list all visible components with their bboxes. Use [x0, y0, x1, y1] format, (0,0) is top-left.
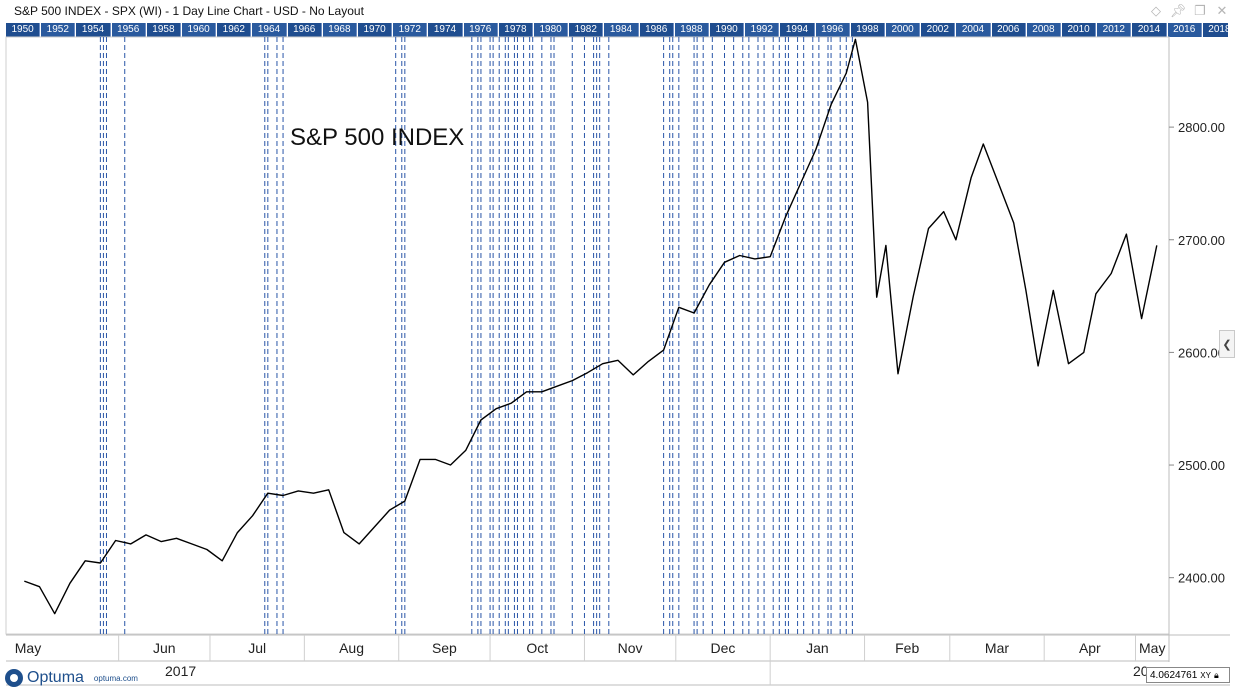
close-icon[interactable]: ✕ — [1216, 3, 1228, 18]
year-cell[interactable]: 1960 — [182, 23, 217, 37]
month-label: Mar — [985, 640, 1009, 656]
window-controls: ◇ 📌︎ ❐ ✕ — [1148, 2, 1230, 20]
year-cell[interactable]: 1982 — [569, 23, 604, 37]
year-cell[interactable]: 1994 — [780, 23, 815, 37]
year-cell[interactable]: 1978 — [498, 23, 533, 37]
year-cell[interactable]: 1988 — [674, 23, 709, 37]
y-tick-label: 2500.00 — [1178, 458, 1225, 473]
month-label: Nov — [618, 640, 643, 656]
year-cell[interactable]: 2000 — [886, 23, 921, 37]
month-label: Jun — [153, 640, 176, 656]
logo-text: Optuma — [27, 669, 84, 686]
year-cell[interactable]: 2008 — [1026, 23, 1061, 37]
year-label: 20 — [1133, 663, 1149, 679]
year-cell[interactable]: 2016 — [1167, 23, 1202, 37]
chevron-left-icon: ❮ — [1222, 338, 1232, 351]
year-cell[interactable]: 1980 — [534, 23, 569, 37]
year-cell[interactable]: 2010 — [1062, 23, 1097, 37]
title-bar: S&P 500 INDEX - SPX (WI) - 1 Day Line Ch… — [0, 0, 1236, 22]
year-cell[interactable]: 1990 — [710, 23, 745, 37]
y-tick-label: 2600.00 — [1178, 345, 1225, 360]
year-cell[interactable]: 1970 — [358, 23, 393, 37]
year-cell[interactable]: 1964 — [252, 23, 287, 37]
year-cell[interactable]: 1976 — [463, 23, 498, 37]
optuma-logo: Optuma optuma.com — [5, 668, 138, 688]
year-cell[interactable]: 1962 — [217, 23, 252, 37]
pin-icon[interactable]: 📌︎ — [1169, 3, 1187, 18]
year-cell[interactable]: 1974 — [428, 23, 463, 37]
y-tick-label: 2700.00 — [1178, 233, 1225, 248]
cursor-value-box[interactable]: 4.0624761 XY 🔒︎ — [1146, 667, 1230, 683]
lock-icon[interactable]: 🔒︎ — [1213, 669, 1219, 680]
year-cell[interactable]: 2014 — [1132, 23, 1167, 37]
year-cell[interactable]: 1986 — [639, 23, 674, 37]
year-cell[interactable]: 2012 — [1097, 23, 1132, 37]
price-line-series[interactable] — [24, 38, 1158, 615]
year-label: 2017 — [165, 663, 196, 679]
month-label: Dec — [711, 640, 736, 656]
year-cell[interactable]: 1966 — [287, 23, 322, 37]
year-cell[interactable]: 1992 — [745, 23, 780, 37]
year-cell[interactable]: 1984 — [604, 23, 639, 37]
year-cell[interactable]: 2004 — [956, 23, 991, 37]
month-label: Jul — [248, 640, 266, 656]
year-cell[interactable]: 1958 — [146, 23, 181, 37]
collapse-panel-tab[interactable]: ❮ — [1219, 330, 1235, 358]
logo-url: optuma.com — [93, 673, 138, 683]
year-cell[interactable]: 2006 — [991, 23, 1026, 37]
y-tick-label: 2400.00 — [1178, 571, 1225, 586]
year-cell[interactable]: 1996 — [815, 23, 850, 37]
diamond-icon[interactable]: ◇ — [1151, 3, 1161, 18]
year-cell[interactable]: 1998 — [850, 23, 885, 37]
plot-area-border — [5, 36, 1170, 635]
year-timeline-bar[interactable]: 1950 1952 1954 1956 1958 1960 1962 1964 1966 1968… — [6, 23, 1228, 37]
month-label: Feb — [895, 640, 919, 656]
window-title: S&P 500 INDEX - SPX (WI) - 1 Day Line Ch… — [14, 4, 364, 18]
year-cell[interactable]: 1950 — [6, 23, 41, 37]
xy-label[interactable]: XY — [1200, 670, 1211, 680]
cursor-value: 4.0624761 — [1150, 669, 1198, 681]
year-cell[interactable]: 1972 — [393, 23, 428, 37]
optuma-logo-icon — [5, 669, 23, 687]
month-label: Apr — [1079, 640, 1101, 656]
month-label: Oct — [526, 640, 548, 656]
y-tick-label: 2800.00 — [1178, 120, 1225, 135]
month-label: Aug — [339, 640, 364, 656]
month-label: May — [15, 640, 41, 656]
year-cell[interactable]: 2018 — [1202, 23, 1228, 37]
year-cell[interactable]: 1968 — [322, 23, 357, 37]
year-cell[interactable]: 2002 — [921, 23, 956, 37]
year-cell[interactable]: 1952 — [41, 23, 76, 37]
month-label: Sep — [432, 640, 457, 656]
month-label: May — [1139, 640, 1165, 656]
chart-title: S&P 500 INDEX — [290, 124, 464, 151]
year-cell[interactable]: 1956 — [111, 23, 146, 37]
restore-icon[interactable]: ❐ — [1194, 3, 1206, 18]
year-cell[interactable]: 1954 — [76, 23, 111, 37]
month-label: Jan — [806, 640, 829, 656]
